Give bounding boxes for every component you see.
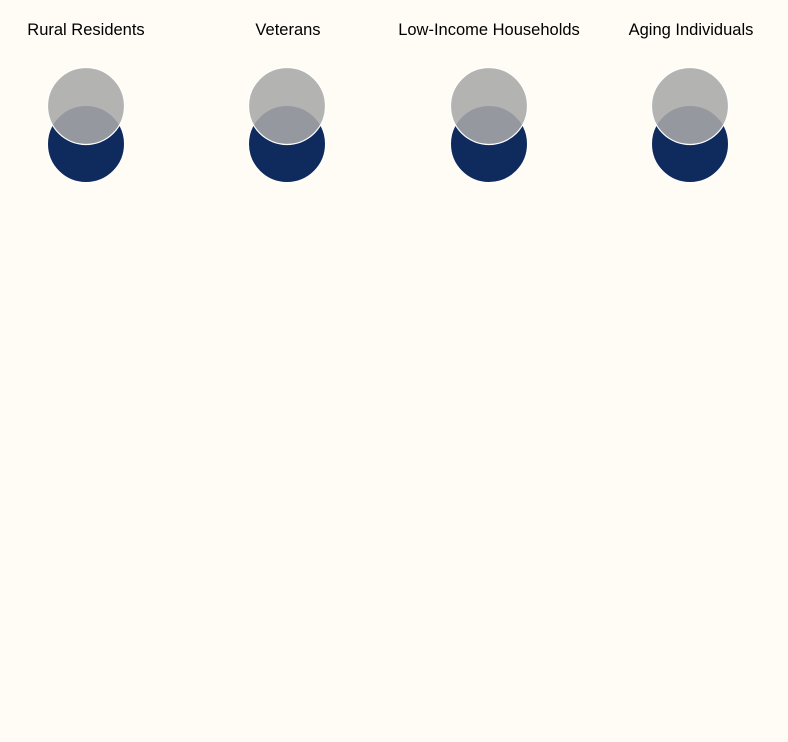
group-label: Veterans — [255, 21, 321, 39]
venn-pair — [650, 66, 730, 185]
group-low-income-households: Low-Income Households — [389, 0, 589, 200]
top-circle — [650, 66, 730, 146]
top-circle — [46, 66, 126, 146]
top-circle — [449, 66, 529, 146]
group-veterans: Veterans — [188, 0, 388, 200]
venn-pair — [449, 66, 529, 185]
group-aging-individuals: Aging Individuals — [591, 0, 788, 200]
group-label: Aging Individuals — [628, 21, 754, 39]
group-rural-residents: Rural Residents — [0, 0, 186, 200]
top-circle — [247, 66, 327, 146]
venn-pair — [247, 66, 327, 185]
venn-pair — [46, 66, 126, 185]
group-label: Low-Income Households — [398, 21, 580, 39]
group-label: Rural Residents — [27, 21, 145, 39]
